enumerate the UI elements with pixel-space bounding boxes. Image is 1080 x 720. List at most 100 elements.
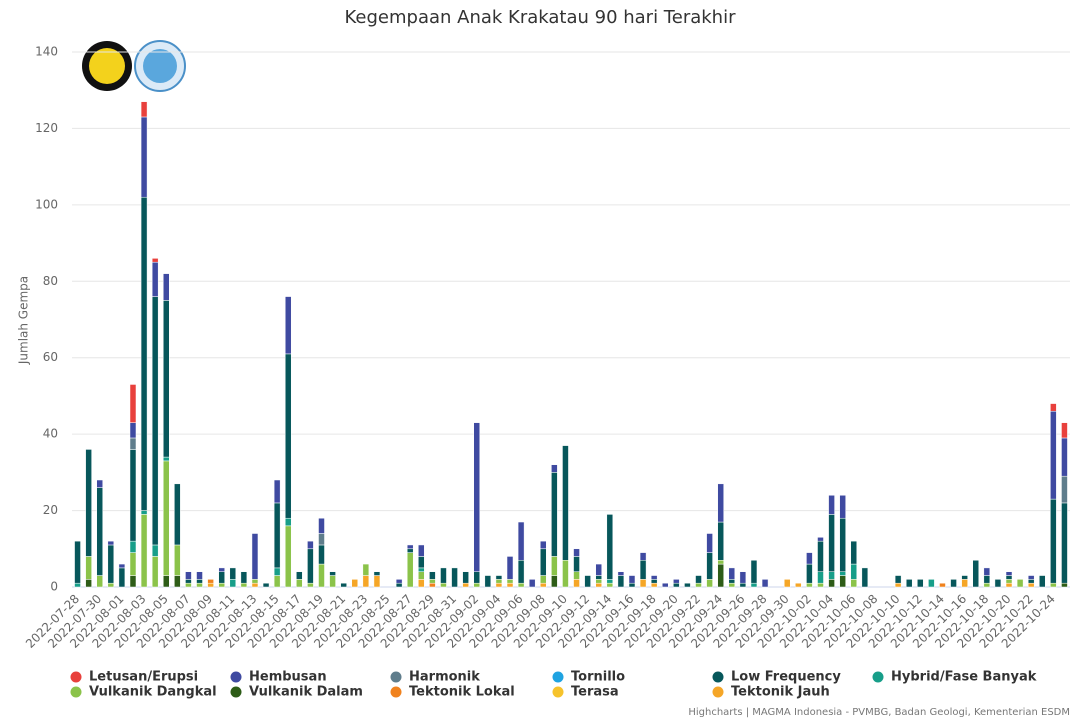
bar-segment — [418, 544, 425, 557]
bar-segment — [551, 556, 558, 576]
bar-segment — [573, 556, 580, 572]
bar-segment — [1016, 579, 1024, 588]
y-tick-label: 40 — [43, 427, 58, 441]
bar-segment — [839, 571, 846, 576]
bar-segment — [129, 437, 137, 450]
bar-segment — [828, 495, 835, 515]
bar-segment — [174, 575, 181, 588]
bar-segment — [418, 579, 425, 588]
bar-segment — [307, 540, 314, 550]
bar-segment — [817, 571, 824, 584]
bar-segment — [229, 579, 237, 588]
bar-segment — [185, 579, 192, 584]
bar-segment — [1061, 502, 1068, 584]
y-tick-label: 140 — [35, 45, 58, 59]
bar-segment — [196, 582, 203, 588]
bar-segment — [440, 567, 447, 584]
bar-segment — [928, 579, 935, 588]
logo-magma-inner — [143, 49, 177, 83]
bar-segment — [329, 575, 336, 588]
bar-segment — [196, 579, 203, 584]
bar-segment — [839, 495, 846, 519]
bar-segment — [850, 563, 858, 580]
legend-marker — [712, 671, 724, 683]
bar-segment — [129, 552, 137, 576]
bar-segment — [373, 575, 381, 588]
bar-segment — [894, 575, 902, 584]
bar-segment — [1005, 571, 1013, 576]
bar-segment — [828, 579, 835, 588]
bar-segment — [806, 563, 813, 584]
chart-title: Kegempaan Anak Krakatau 90 hari Terakhir — [345, 7, 737, 28]
bar-segment — [318, 517, 325, 534]
bar-segment — [706, 579, 713, 588]
bar-segment — [318, 533, 325, 546]
bar-segment — [296, 579, 303, 588]
bar-segment — [284, 296, 292, 355]
bar-segment — [1027, 575, 1035, 580]
y-tick-label: 120 — [35, 121, 58, 135]
bar-segment — [418, 567, 425, 572]
bar-segment — [151, 258, 159, 263]
bar-segment — [429, 582, 436, 588]
bar-segment — [85, 449, 92, 557]
bar-segment — [284, 517, 292, 527]
bar-segment — [639, 552, 647, 561]
bar-segment — [151, 544, 159, 557]
y-tick-label: 80 — [43, 274, 58, 288]
bar-segment — [839, 517, 846, 572]
bar-segment — [229, 567, 237, 580]
bar-segment — [1005, 575, 1013, 580]
legend-label: Terasa — [571, 685, 619, 700]
bar-segment — [806, 582, 813, 588]
bar-segment — [1027, 579, 1035, 584]
bar-segment — [473, 571, 480, 584]
bar-segment — [861, 567, 869, 588]
bar-segment — [129, 540, 137, 553]
legend-marker — [70, 686, 82, 698]
bar-segment — [839, 575, 846, 588]
bar-segment — [1050, 403, 1057, 412]
legend-label: Hybrid/Fase Banyak — [891, 670, 1037, 685]
bar-segment — [717, 563, 724, 588]
bar-segment — [373, 571, 381, 576]
bar-segment — [506, 582, 514, 588]
bar-segment — [140, 196, 148, 511]
bar-segment — [107, 582, 115, 588]
legend-marker — [712, 686, 724, 698]
bar-segment — [506, 579, 514, 584]
bar-segment — [307, 548, 314, 584]
bar-segment — [273, 567, 281, 576]
bar-segment — [994, 579, 1002, 588]
bar-segment — [140, 510, 148, 515]
legend-marker — [230, 686, 242, 698]
bar-segment — [1050, 410, 1057, 500]
bar-segment — [528, 579, 536, 588]
bar-segment — [806, 552, 813, 565]
bar-segment — [284, 353, 292, 519]
bar-segment — [418, 571, 425, 580]
legend-label: Vulkanik Dalam — [249, 685, 363, 700]
bar-segment — [684, 582, 691, 588]
bar-segment — [96, 479, 103, 488]
bar-segment — [983, 582, 991, 588]
bar-segment — [573, 571, 580, 580]
legend-label: Tektonik Jauh — [731, 685, 830, 700]
y-tick-label: 20 — [43, 503, 58, 517]
bar-segment — [706, 552, 713, 580]
bar-segment — [728, 582, 736, 588]
bar-segment — [1027, 582, 1035, 588]
bar-segment — [74, 540, 81, 584]
legend-marker — [230, 671, 242, 683]
bar-segment — [129, 384, 137, 423]
bar-segment — [163, 300, 170, 458]
bar-segment — [828, 571, 835, 580]
bar-segment — [739, 582, 747, 588]
bar-segment — [595, 575, 602, 580]
bar-segment — [961, 575, 968, 580]
bar-segment — [650, 579, 658, 584]
bar-segment — [218, 582, 225, 588]
bar-segment — [273, 479, 281, 504]
bar-segment — [628, 582, 636, 588]
